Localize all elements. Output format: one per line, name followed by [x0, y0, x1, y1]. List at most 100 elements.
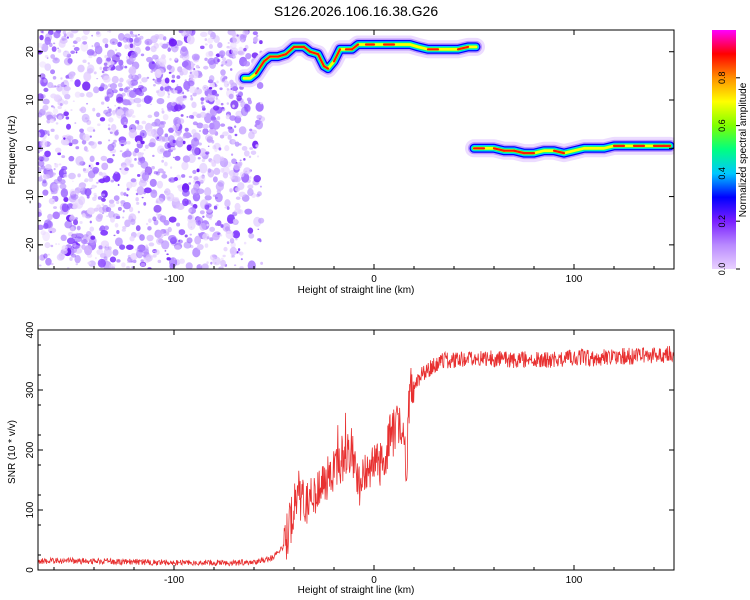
noise-blob [143, 95, 152, 104]
noise-blob [107, 246, 112, 251]
ridge-1-peak [332, 48, 342, 63]
x-tick-label: 100 [566, 575, 583, 586]
noise-blob [191, 128, 197, 135]
noise-blob [226, 241, 230, 245]
noise-blob [239, 159, 242, 162]
noise-blob [86, 102, 89, 105]
noise-blob [80, 41, 89, 52]
noise-blob [198, 148, 207, 157]
noise-blob [126, 181, 133, 189]
noise-blob [105, 111, 112, 117]
noise-blob [93, 86, 100, 94]
noise-blob [43, 222, 49, 230]
noise-blob [236, 34, 239, 37]
spectrogram-x-ticks: -100 0 100 [53, 30, 655, 285]
noise-blob [133, 97, 142, 104]
noise-blob [116, 229, 120, 234]
noise-blob [66, 36, 70, 39]
noise-blob [182, 189, 190, 197]
noise-blob [161, 43, 169, 49]
noise-blob [132, 44, 136, 48]
noise-blob [73, 219, 79, 226]
noise-blob [194, 220, 197, 222]
noise-blob [192, 111, 198, 117]
noise-blob [162, 156, 165, 159]
noise-blob [129, 79, 139, 86]
noise-blob [74, 255, 81, 264]
noise-blob [196, 168, 200, 173]
y-tick-label: -20 [25, 237, 36, 252]
noise-blob [164, 133, 169, 138]
noise-blob [156, 171, 160, 176]
noise-blob [239, 266, 244, 269]
noise-blob [199, 210, 205, 215]
spectrogram-x-axis-label: Height of straight line (km) [298, 285, 415, 296]
noise-blob [137, 91, 144, 97]
noise-blob [230, 126, 233, 129]
noise-blob [229, 237, 235, 244]
noise-blob [44, 63, 52, 71]
noise-blob [161, 135, 170, 142]
noise-blob [232, 104, 235, 108]
noise-blob [115, 109, 125, 119]
noise-blob [247, 188, 254, 197]
noise-blob [67, 231, 74, 237]
noise-blob [66, 267, 70, 269]
noise-blob [38, 155, 42, 160]
noise-blob [145, 244, 148, 248]
noise-blob [58, 163, 62, 166]
snr-x-axis-label: Height of straight line (km) [298, 585, 415, 596]
noise-blob [192, 169, 197, 174]
noise-blob [191, 146, 200, 156]
noise-blob [139, 81, 142, 84]
noise-blob [210, 116, 217, 121]
noise-blob [116, 96, 124, 104]
noise-blob [172, 139, 176, 144]
noise-blob [38, 146, 44, 152]
noise-blob [137, 152, 144, 158]
noise-blob [235, 237, 238, 241]
noise-blob [97, 123, 101, 127]
noise-blob [130, 252, 138, 260]
noise-blob [72, 45, 76, 48]
noise-blob [232, 218, 239, 224]
noise-blob [236, 95, 242, 102]
noise-blob [50, 105, 54, 108]
noise-blob [108, 202, 116, 208]
noise-blob [153, 204, 162, 213]
spectrogram-y-axis-label: Frequency (Hz) [7, 116, 18, 185]
noise-blob [220, 257, 224, 261]
noise-blob [152, 128, 158, 134]
noise-blob [233, 163, 240, 171]
noise-blob [94, 185, 97, 188]
noise-blob [42, 156, 50, 162]
noise-blob [104, 96, 110, 102]
noise-blob [107, 30, 109, 33]
noise-blob [250, 150, 257, 155]
noise-blob [128, 74, 133, 79]
noise-blob [156, 127, 164, 136]
noise-blob [256, 82, 264, 90]
y-tick-label: 300 [25, 381, 36, 398]
noise-blob [232, 230, 241, 239]
noise-blob [220, 224, 224, 228]
noise-blob [185, 262, 193, 269]
noise-blob [259, 40, 263, 45]
noise-blob [78, 184, 84, 192]
noise-blob [103, 62, 108, 66]
noise-blob [108, 139, 111, 142]
colorbar-tick-label: 0.8 [717, 72, 727, 85]
noise-blob [84, 245, 93, 256]
noise-blob [96, 78, 99, 80]
noise-blob [140, 140, 145, 145]
noise-blob [229, 68, 233, 71]
noise-blob [130, 178, 137, 183]
noise-blob [212, 176, 218, 183]
noise-blob [213, 35, 220, 44]
noise-blob [89, 226, 95, 232]
noise-blob [68, 71, 75, 80]
noise-blob [252, 31, 258, 36]
noise-blob [199, 130, 202, 132]
noise-blob [72, 242, 77, 248]
noise-blob [90, 187, 93, 190]
